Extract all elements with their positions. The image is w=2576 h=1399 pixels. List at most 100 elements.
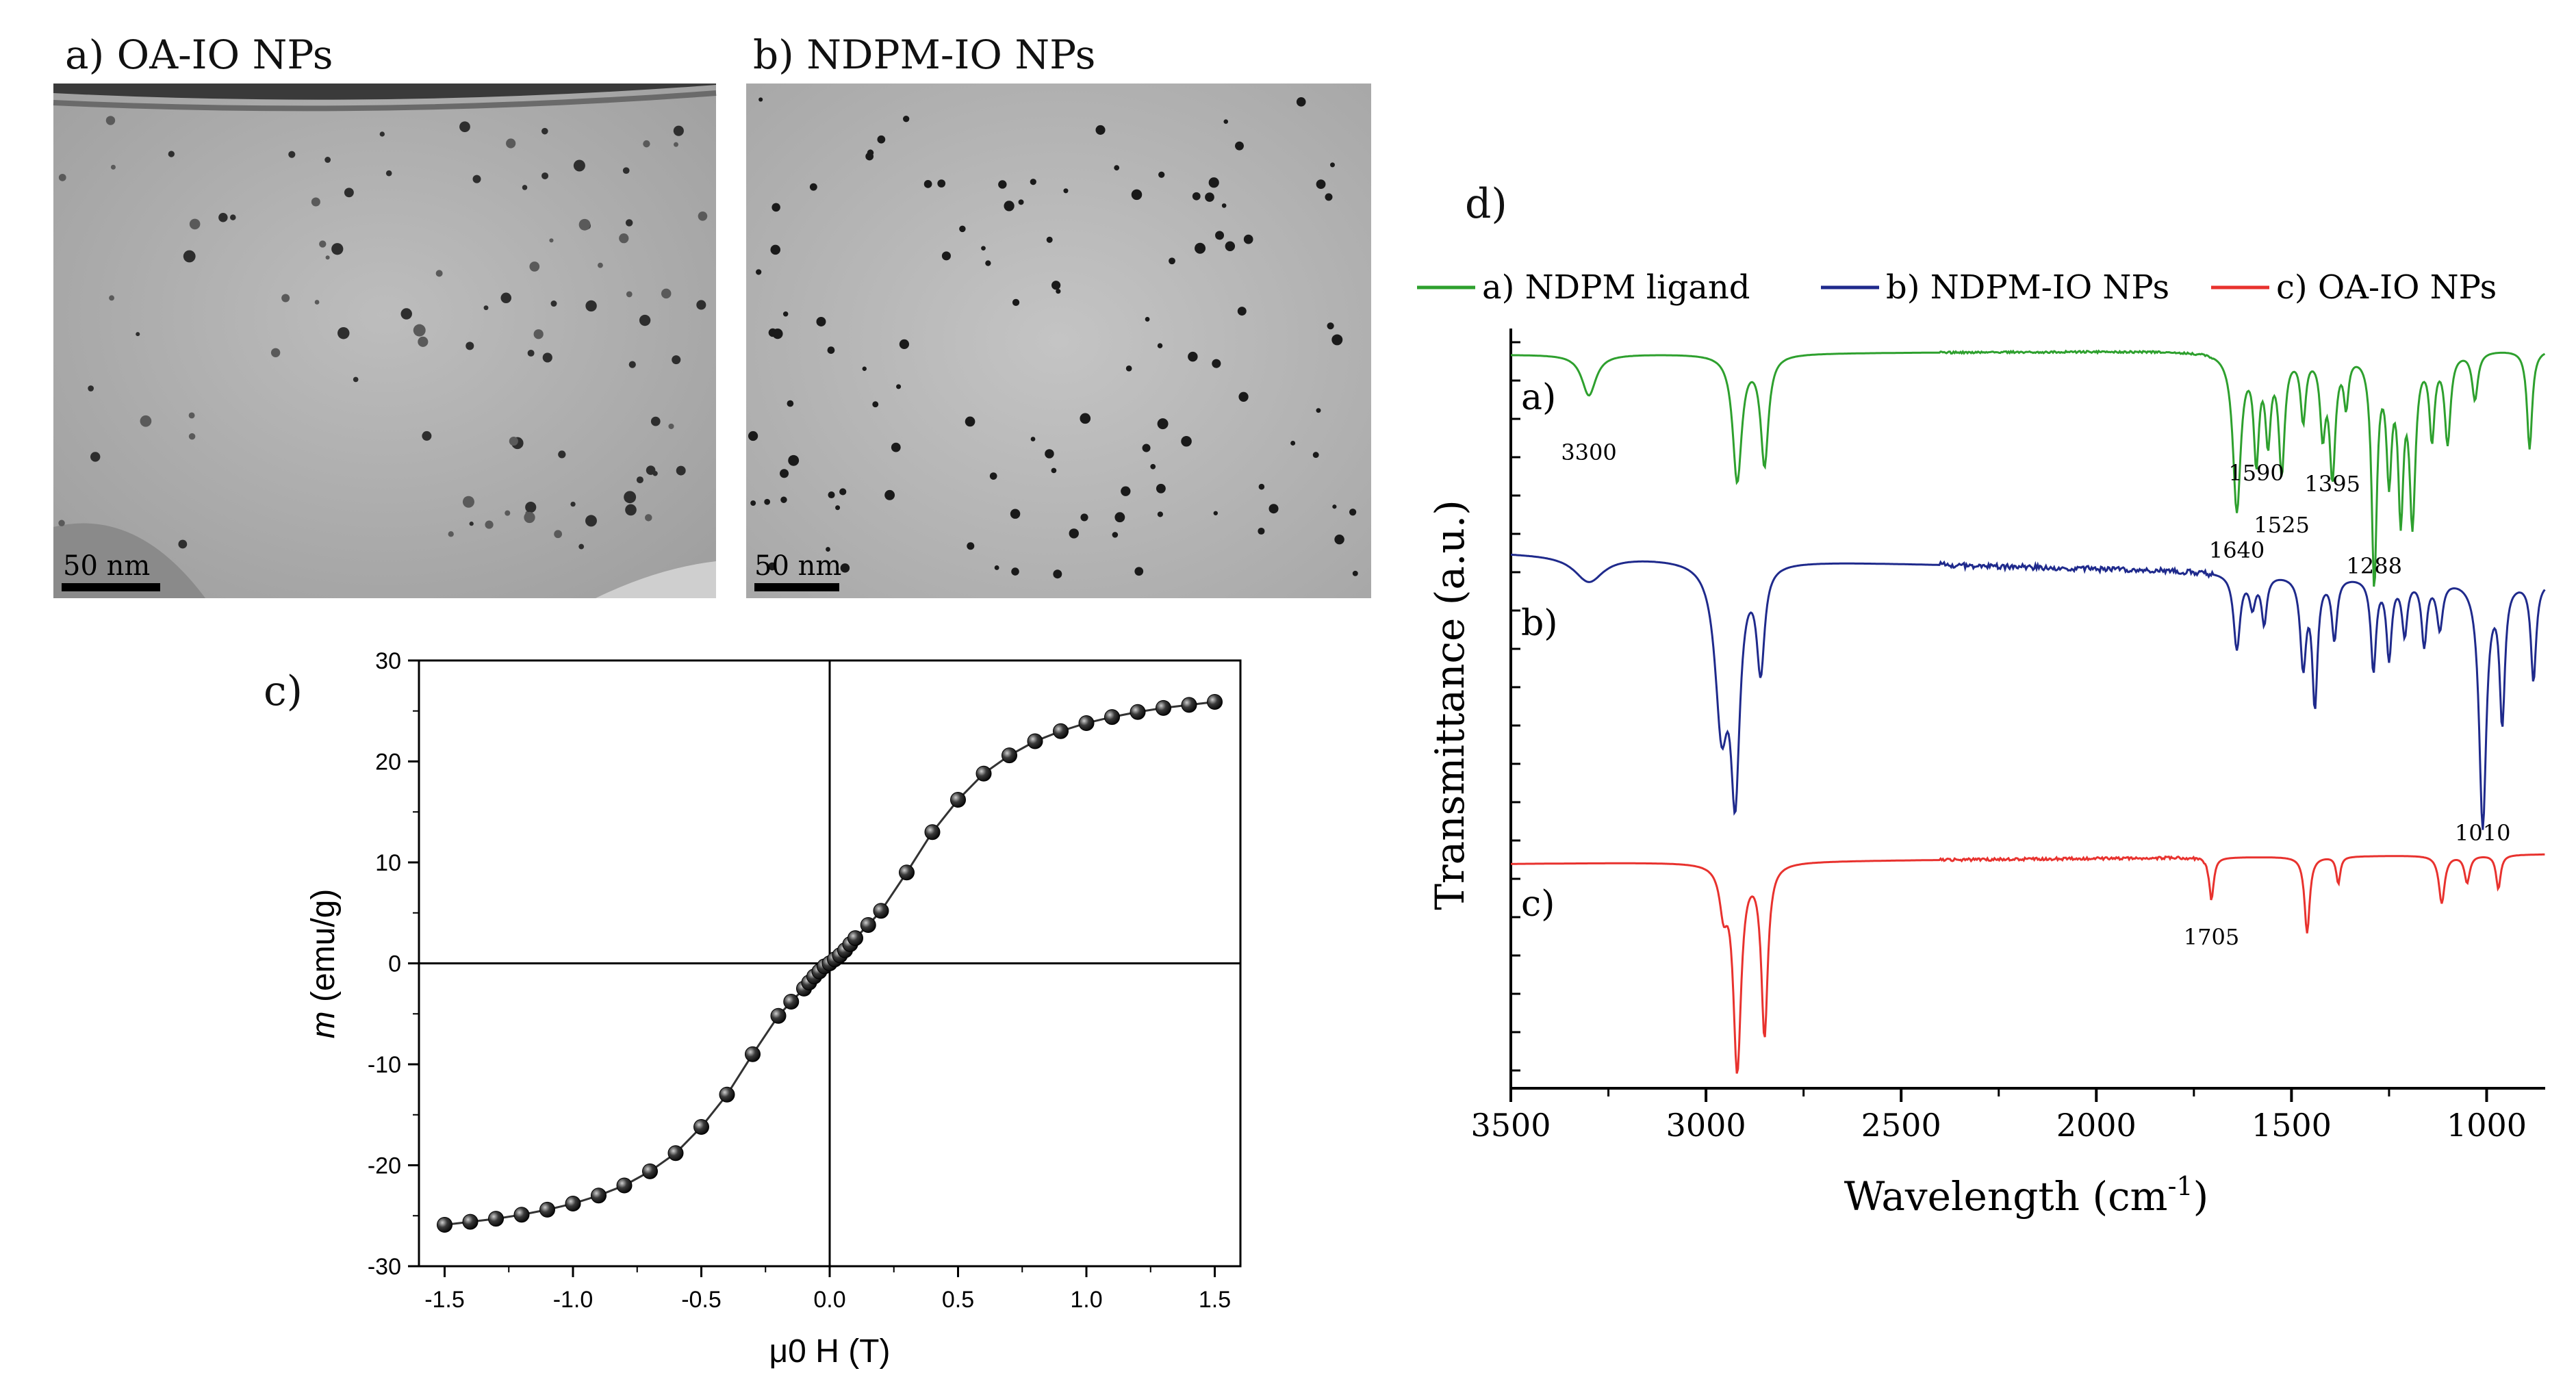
nanoparticle — [1051, 467, 1057, 474]
data-point — [642, 1163, 658, 1179]
nanoparticle — [598, 262, 603, 268]
nanoparticle — [816, 316, 826, 326]
spectrum-trace — [1511, 349, 2546, 587]
nanoparticle — [136, 332, 140, 337]
data-point — [1156, 700, 1171, 716]
nanoparticle — [549, 238, 554, 243]
nanoparticle — [827, 346, 835, 354]
nanoparticle — [643, 140, 650, 148]
nanoparticle — [1213, 511, 1218, 515]
nanoparticle — [472, 175, 481, 183]
legend-label: c) OA-IO NPs — [2276, 268, 2497, 307]
nanoparticle — [625, 219, 633, 227]
nanoparticle — [937, 179, 946, 188]
data-point — [1104, 709, 1120, 726]
nanoparticle — [891, 442, 901, 452]
ylabel-units: (emu/g) — [305, 889, 342, 1012]
nanoparticle — [1316, 179, 1326, 190]
nanoparticle — [839, 488, 847, 496]
x-tick-label: 1.0 — [1070, 1287, 1102, 1313]
data-point — [1053, 723, 1069, 739]
data-point — [783, 994, 800, 1010]
data-point — [899, 864, 915, 881]
nanoparticle — [771, 203, 780, 212]
data-point — [1181, 697, 1197, 713]
nanoparticle — [780, 496, 787, 503]
magnetization-points — [437, 693, 1223, 1233]
x-tick-label: 1500 — [2252, 1107, 2332, 1144]
data-point — [667, 1145, 684, 1161]
nanoparticle — [780, 469, 789, 478]
nanoparticle — [288, 151, 296, 158]
nanoparticle — [110, 164, 116, 170]
nanoparticle — [840, 563, 850, 573]
data-point — [488, 1211, 504, 1227]
data-point — [513, 1207, 530, 1223]
nanoparticle — [462, 496, 474, 508]
nanoparticle — [1296, 97, 1306, 107]
legend-label: b) NDPM-IO NPs — [1886, 268, 2169, 307]
y-tick-label: -30 — [368, 1254, 401, 1280]
nanoparticle — [1188, 351, 1198, 362]
nanoparticle — [527, 349, 535, 357]
nanoparticle — [1181, 435, 1192, 447]
nanoparticle — [676, 465, 686, 476]
data-point — [565, 1196, 581, 1212]
nanoparticle — [1150, 463, 1156, 470]
nanoparticle — [585, 300, 597, 312]
nanoparticle — [826, 547, 830, 552]
nanoparticle — [188, 412, 195, 419]
nanoparticle — [877, 135, 886, 144]
nanoparticle — [1332, 504, 1337, 509]
nanoparticle — [570, 501, 576, 507]
nanoparticle — [466, 342, 474, 350]
nanoparticle — [1051, 281, 1061, 290]
x-tick-label: 1000 — [2447, 1107, 2527, 1144]
nanoparticle — [1045, 449, 1054, 459]
nanoparticle — [353, 376, 359, 383]
nanoparticle — [324, 157, 331, 163]
nanoparticle — [981, 246, 986, 251]
nanoparticle — [1056, 289, 1061, 294]
nanoparticle — [500, 292, 511, 304]
nanoparticle — [168, 151, 175, 157]
nanoparticle — [896, 384, 902, 389]
nanoparticle — [331, 243, 344, 255]
plot-d-ylabel: Transmittance (a.u.) — [1427, 500, 1473, 910]
panel-b-label: b) NDPM-IO NPs — [753, 31, 1095, 78]
nanoparticle — [622, 167, 630, 175]
nanoparticle — [413, 324, 426, 337]
y-tick-label: 0 — [388, 951, 401, 977]
nanoparticle — [1192, 192, 1201, 201]
data-point — [847, 930, 863, 947]
nanoparticle — [899, 339, 910, 350]
plot-c-ylabel: m (emu/g) — [305, 889, 342, 1039]
nanoparticle — [941, 251, 951, 261]
nanoparticle — [1349, 509, 1357, 516]
nanoparticle — [967, 542, 975, 550]
data-point — [975, 765, 992, 782]
nanoparticle — [1069, 528, 1079, 539]
nanoparticle — [1030, 437, 1036, 441]
panel-c-label: c) — [264, 667, 303, 715]
nanoparticle — [525, 502, 537, 513]
nanoparticle — [1114, 165, 1120, 171]
nanoparticle — [1142, 444, 1151, 452]
nanoparticle — [189, 218, 201, 230]
trace-labels: a) b) c) — [1521, 377, 1558, 925]
nanoparticle — [435, 270, 443, 277]
nanoparticle — [379, 131, 385, 137]
nanoparticle — [1258, 527, 1265, 535]
nanoparticle — [311, 197, 320, 207]
x-tick-label: 3500 — [1470, 1107, 1551, 1144]
peak-label: 1395 — [2305, 471, 2360, 497]
data-point — [462, 1214, 479, 1230]
nanoparticle — [787, 400, 794, 407]
xlabel-end: ) — [2193, 1173, 2209, 1220]
x-tick-label: -1.5 — [424, 1287, 465, 1313]
nanoparticle — [1080, 513, 1088, 522]
nanoparticle — [865, 152, 874, 161]
data-point — [860, 916, 876, 933]
nanoparticle — [768, 562, 776, 571]
